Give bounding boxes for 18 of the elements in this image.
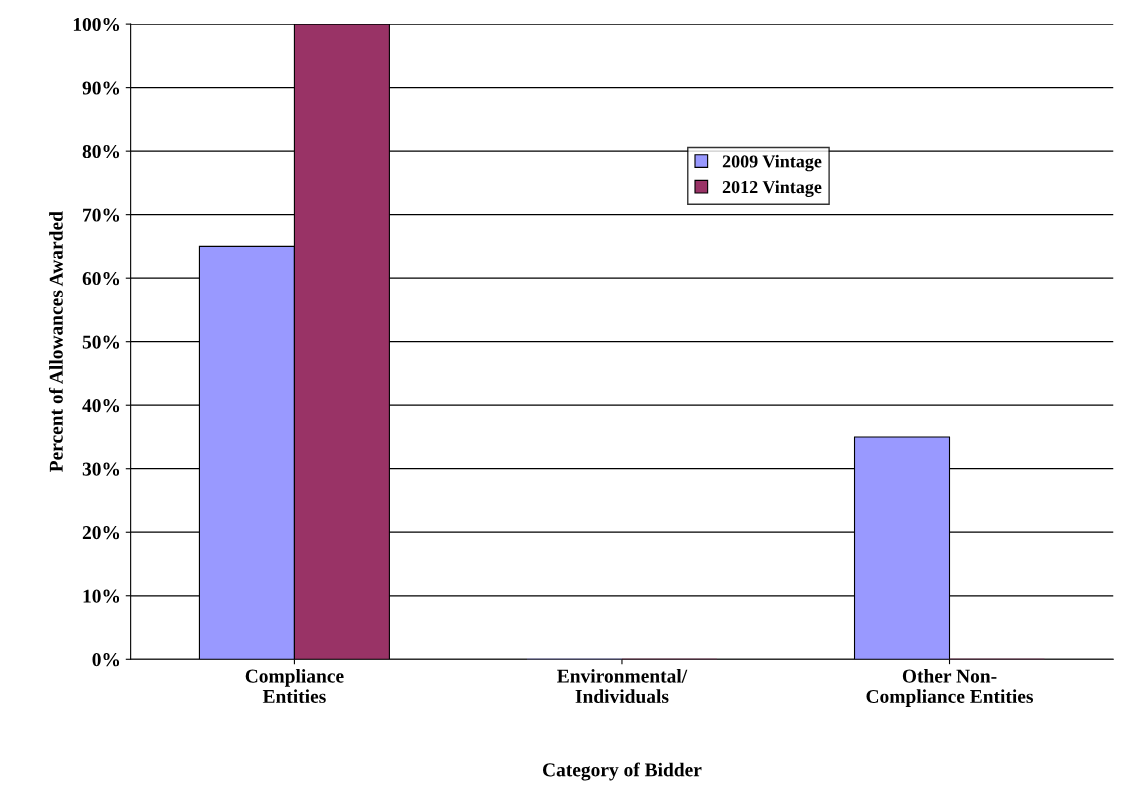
- y-tick-label: 30%: [82, 462, 120, 476]
- x-tick-label: Compliance Entities: [245, 669, 344, 704]
- y-tick-label: 100%: [73, 17, 120, 32]
- x-tick-label: Other Non- Compliance Entities: [866, 669, 1034, 707]
- y-tick-label: 80%: [82, 144, 120, 159]
- y-tick-label: 70%: [83, 208, 120, 222]
- y-tick-label: 20%: [82, 526, 120, 540]
- y-tick-label: 40%: [82, 399, 120, 413]
- y-tick-label: 60%: [82, 272, 120, 286]
- legend-label: 2009 Vintage: [722, 154, 822, 172]
- y-tick-label: 50%: [82, 335, 120, 349]
- y-tick-label: 90%: [82, 81, 120, 95]
- legend-label: 2012 Vintage: [722, 180, 822, 197]
- x-tick-label: Environmental/ Individuals: [557, 669, 688, 704]
- x-axis-title: Category of Bidder: [542, 762, 702, 781]
- y-tick-label: 0%: [92, 653, 120, 667]
- y-tick-label: 10%: [83, 589, 120, 603]
- y-axis-title: Percent of Allowances Awarded: [48, 211, 63, 472]
